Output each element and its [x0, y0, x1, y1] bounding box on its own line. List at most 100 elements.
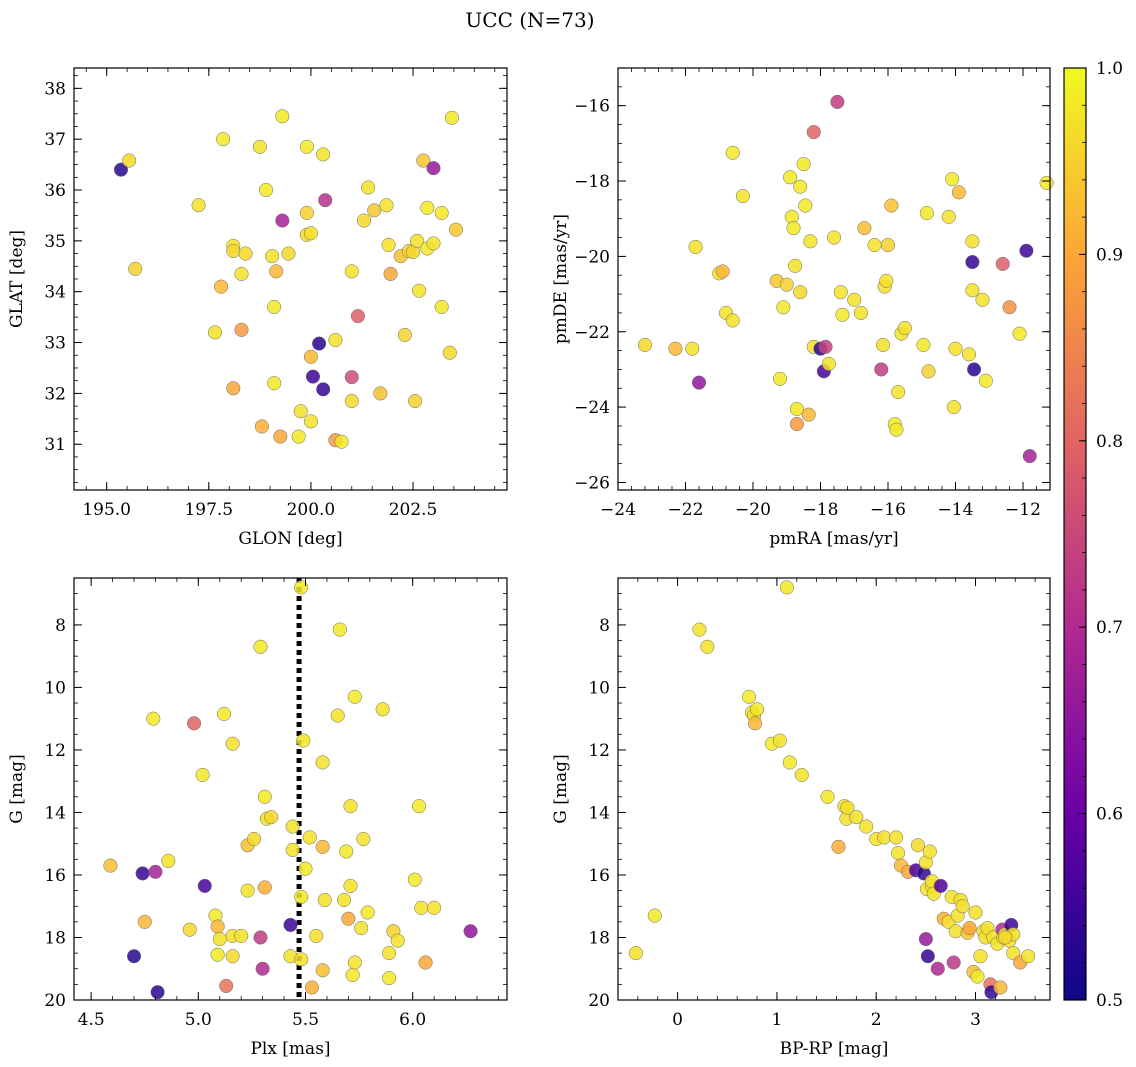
data-point [303, 226, 318, 241]
x-tick-label: −24 [600, 500, 636, 520]
data-point [426, 236, 441, 251]
y-tick-label: 18 [44, 928, 66, 948]
data-point [859, 819, 874, 834]
data-point [783, 170, 798, 185]
data-point [772, 371, 788, 386]
data-point [725, 145, 740, 160]
data-point [889, 422, 904, 437]
y-tick-label: 20 [588, 991, 610, 1011]
data-point [344, 393, 359, 409]
data-point [122, 153, 137, 168]
x-tick-label: −20 [735, 500, 771, 520]
data-point [803, 234, 818, 249]
data-point [835, 307, 850, 322]
data-point [1002, 300, 1017, 315]
colorbar-tick-label: 0.6 [1096, 805, 1123, 825]
data-point [347, 955, 362, 970]
data-point [962, 921, 977, 936]
data-point [328, 332, 343, 348]
data-point [294, 952, 309, 967]
data-point [360, 905, 375, 920]
y-tick-label: 32 [44, 384, 66, 404]
data-point [253, 639, 268, 654]
data-point [922, 844, 937, 859]
plot-area [74, 68, 507, 490]
x-tick-label: −12 [1005, 500, 1041, 520]
data-point [303, 414, 318, 429]
data-point [226, 381, 241, 396]
y-tick-label: 20 [44, 991, 66, 1011]
panel-sky: 195.0 197.5 200.0 202.5 31 32 33 34 35 36 37 38 GLON… [7, 67, 508, 549]
data-point [315, 755, 330, 770]
data-point [826, 230, 842, 245]
data-point [946, 955, 961, 970]
data-point [948, 924, 963, 939]
x-tick-label: 197.5 [184, 500, 233, 520]
data-point [747, 716, 763, 731]
data-point [889, 830, 904, 845]
data-point [312, 336, 327, 351]
data-point [1022, 449, 1037, 464]
data-point [356, 831, 371, 847]
axes-frame [617, 577, 1051, 1001]
x-tick-label: −18 [803, 500, 839, 520]
data-point [637, 337, 653, 352]
data-point [113, 162, 129, 177]
data-point [390, 933, 405, 948]
data-point [408, 393, 423, 409]
data-point [416, 153, 431, 168]
data-point [255, 961, 270, 976]
data-point [253, 930, 268, 945]
data-point [426, 161, 441, 176]
y-tick-label: −22 [574, 323, 610, 343]
data-point [234, 322, 249, 337]
x-tick-label: 200.0 [287, 500, 336, 520]
data-point [779, 277, 794, 292]
x-tick-label: −16 [870, 500, 906, 520]
data-point [793, 179, 808, 194]
data-point [247, 831, 262, 847]
data-point [749, 702, 765, 717]
colorbar-tick-label: 0.5 [1096, 991, 1123, 1011]
data-point [293, 404, 308, 419]
data-point [344, 264, 359, 279]
data-point [273, 429, 288, 444]
data-point [806, 125, 821, 140]
data-point [191, 198, 206, 213]
data-point [916, 337, 931, 352]
data-point [840, 800, 855, 815]
data-point [821, 356, 836, 371]
data-point [427, 900, 442, 915]
data-point [317, 892, 332, 908]
data-point [254, 419, 269, 434]
data-point [788, 258, 803, 273]
data-point [234, 266, 249, 281]
data-point [318, 193, 333, 208]
data-point [945, 172, 960, 187]
data-point [857, 221, 872, 236]
data-point [304, 980, 319, 995]
y-tick-label: 36 [44, 181, 66, 201]
data-point [779, 580, 794, 595]
data-point [299, 205, 314, 220]
data-point [383, 266, 398, 281]
data-point [879, 273, 894, 288]
data-point [820, 789, 835, 804]
data-point [361, 180, 376, 195]
y-tick-label: 18 [588, 928, 610, 948]
x-tick-label: 5.0 [185, 1010, 212, 1030]
data-point [150, 985, 165, 1000]
data-point [315, 963, 330, 978]
y-tick-label: 12 [588, 741, 610, 761]
data-point [847, 292, 862, 307]
data-point [137, 914, 152, 929]
y-axis-label: GLAT [deg] [7, 230, 27, 328]
y-tick-label: 16 [44, 866, 66, 886]
data-point [343, 799, 358, 814]
data-point [303, 349, 318, 364]
data-point [305, 369, 321, 384]
x-tick-label: 1 [771, 1010, 782, 1030]
data-point [941, 209, 956, 224]
